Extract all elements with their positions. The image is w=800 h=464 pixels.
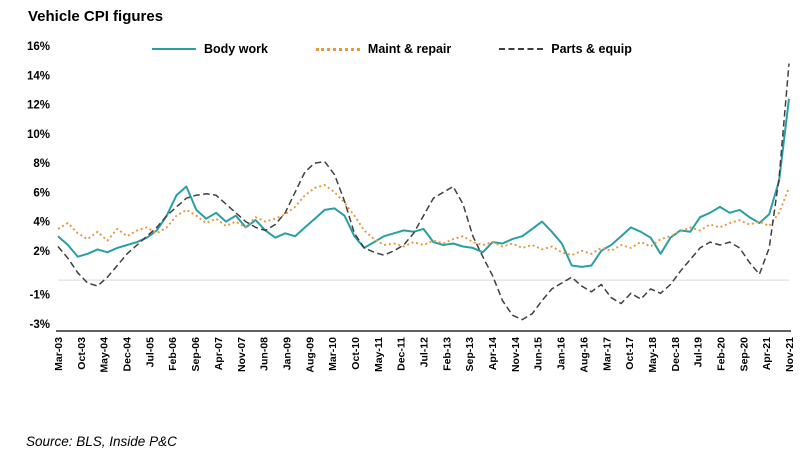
legend-item-body-work: Body work [152,42,268,56]
y-tick-label: 8% [33,158,50,170]
legend-line-sample-maint-repair [315,47,360,51]
chart-legend: Body work Maint & repair Parts & equip [152,42,632,56]
x-tick-label: Feb-13 [441,337,453,371]
x-tick-label: Oct-03 [76,337,88,370]
x-tick-label: Nov-14 [510,337,522,372]
x-tick-label: Mar-17 [601,337,613,371]
source-note: Source: BLS, Inside P&C [26,434,177,449]
x-tick-label: Apr-07 [213,337,225,370]
y-tick-label: 16% [27,41,50,53]
x-tick-label: May-18 [647,337,659,373]
legend-item-maint-repair: Maint & repair [315,42,452,56]
x-tick-label: Apr-14 [487,337,499,370]
series-line-body-work [57,98,790,268]
x-tick-label: Dec-18 [670,337,682,372]
x-tick-label: Oct-17 [624,337,636,370]
x-tick-label: Jan-09 [281,337,293,370]
x-tick-label: Jul-12 [419,337,431,368]
x-tick-label: May-04 [99,337,111,373]
x-tick-label: Feb-06 [167,337,179,371]
legend-item-parts-equip: Parts & equip [499,42,632,56]
y-tick-label: 10% [27,129,50,141]
x-tick-label: Mar-10 [327,337,339,371]
x-tick-label: Jul-05 [144,337,156,368]
y-tick-label: 2% [33,246,50,258]
x-tick-label: May-11 [373,337,385,372]
x-tick-label: Nov-07 [236,337,248,372]
legend-line-sample-parts-equip [499,48,544,50]
series-line-parts-equip [57,63,790,321]
legend-label-body-work: Body work [204,42,268,56]
x-tick-label: Aug-16 [578,337,590,373]
chart-title: Vehicle CPI figures [28,8,164,25]
x-tick-label: Sep-06 [190,337,202,372]
y-tick-label: -3% [30,319,50,331]
y-tick-label: -1% [30,290,50,302]
y-tick-label: 12% [27,100,50,112]
x-tick-label: Feb-20 [716,337,728,371]
y-tick-label: 6% [33,187,50,199]
legend-label-parts-equip: Parts & equip [551,42,632,56]
x-tick-label: Nov-21 [784,337,796,372]
x-tick-label: Sep-13 [464,337,476,372]
x-tick-label: Jan-16 [556,337,568,370]
x-tick-label: Mar-03 [53,337,65,371]
x-tick-label: Dec-11 [396,337,408,371]
y-tick-label: 14% [27,70,50,82]
cpi-line-chart: 16% 14% 12% 10% 8% 6% 4% 2% -1% -3%Mar-03 Oct-03 Ma… [27,41,796,373]
x-tick-label: Apr-21 [761,337,773,370]
x-tick-label: Oct-10 [350,337,362,370]
legend-line-sample-body-work [152,48,196,50]
y-tick-label: 4% [33,217,50,229]
x-tick-label: Sep-20 [738,337,750,372]
x-tick-label: Dec-04 [122,337,134,372]
x-tick-label: Jun-15 [533,337,545,371]
series-line-maint-repair [57,184,790,257]
legend-label-maint-repair: Maint & repair [367,42,452,56]
x-tick-label: Aug-09 [304,337,316,373]
x-tick-label: Jul-19 [693,337,705,368]
x-tick-label: Jun-08 [259,337,271,371]
